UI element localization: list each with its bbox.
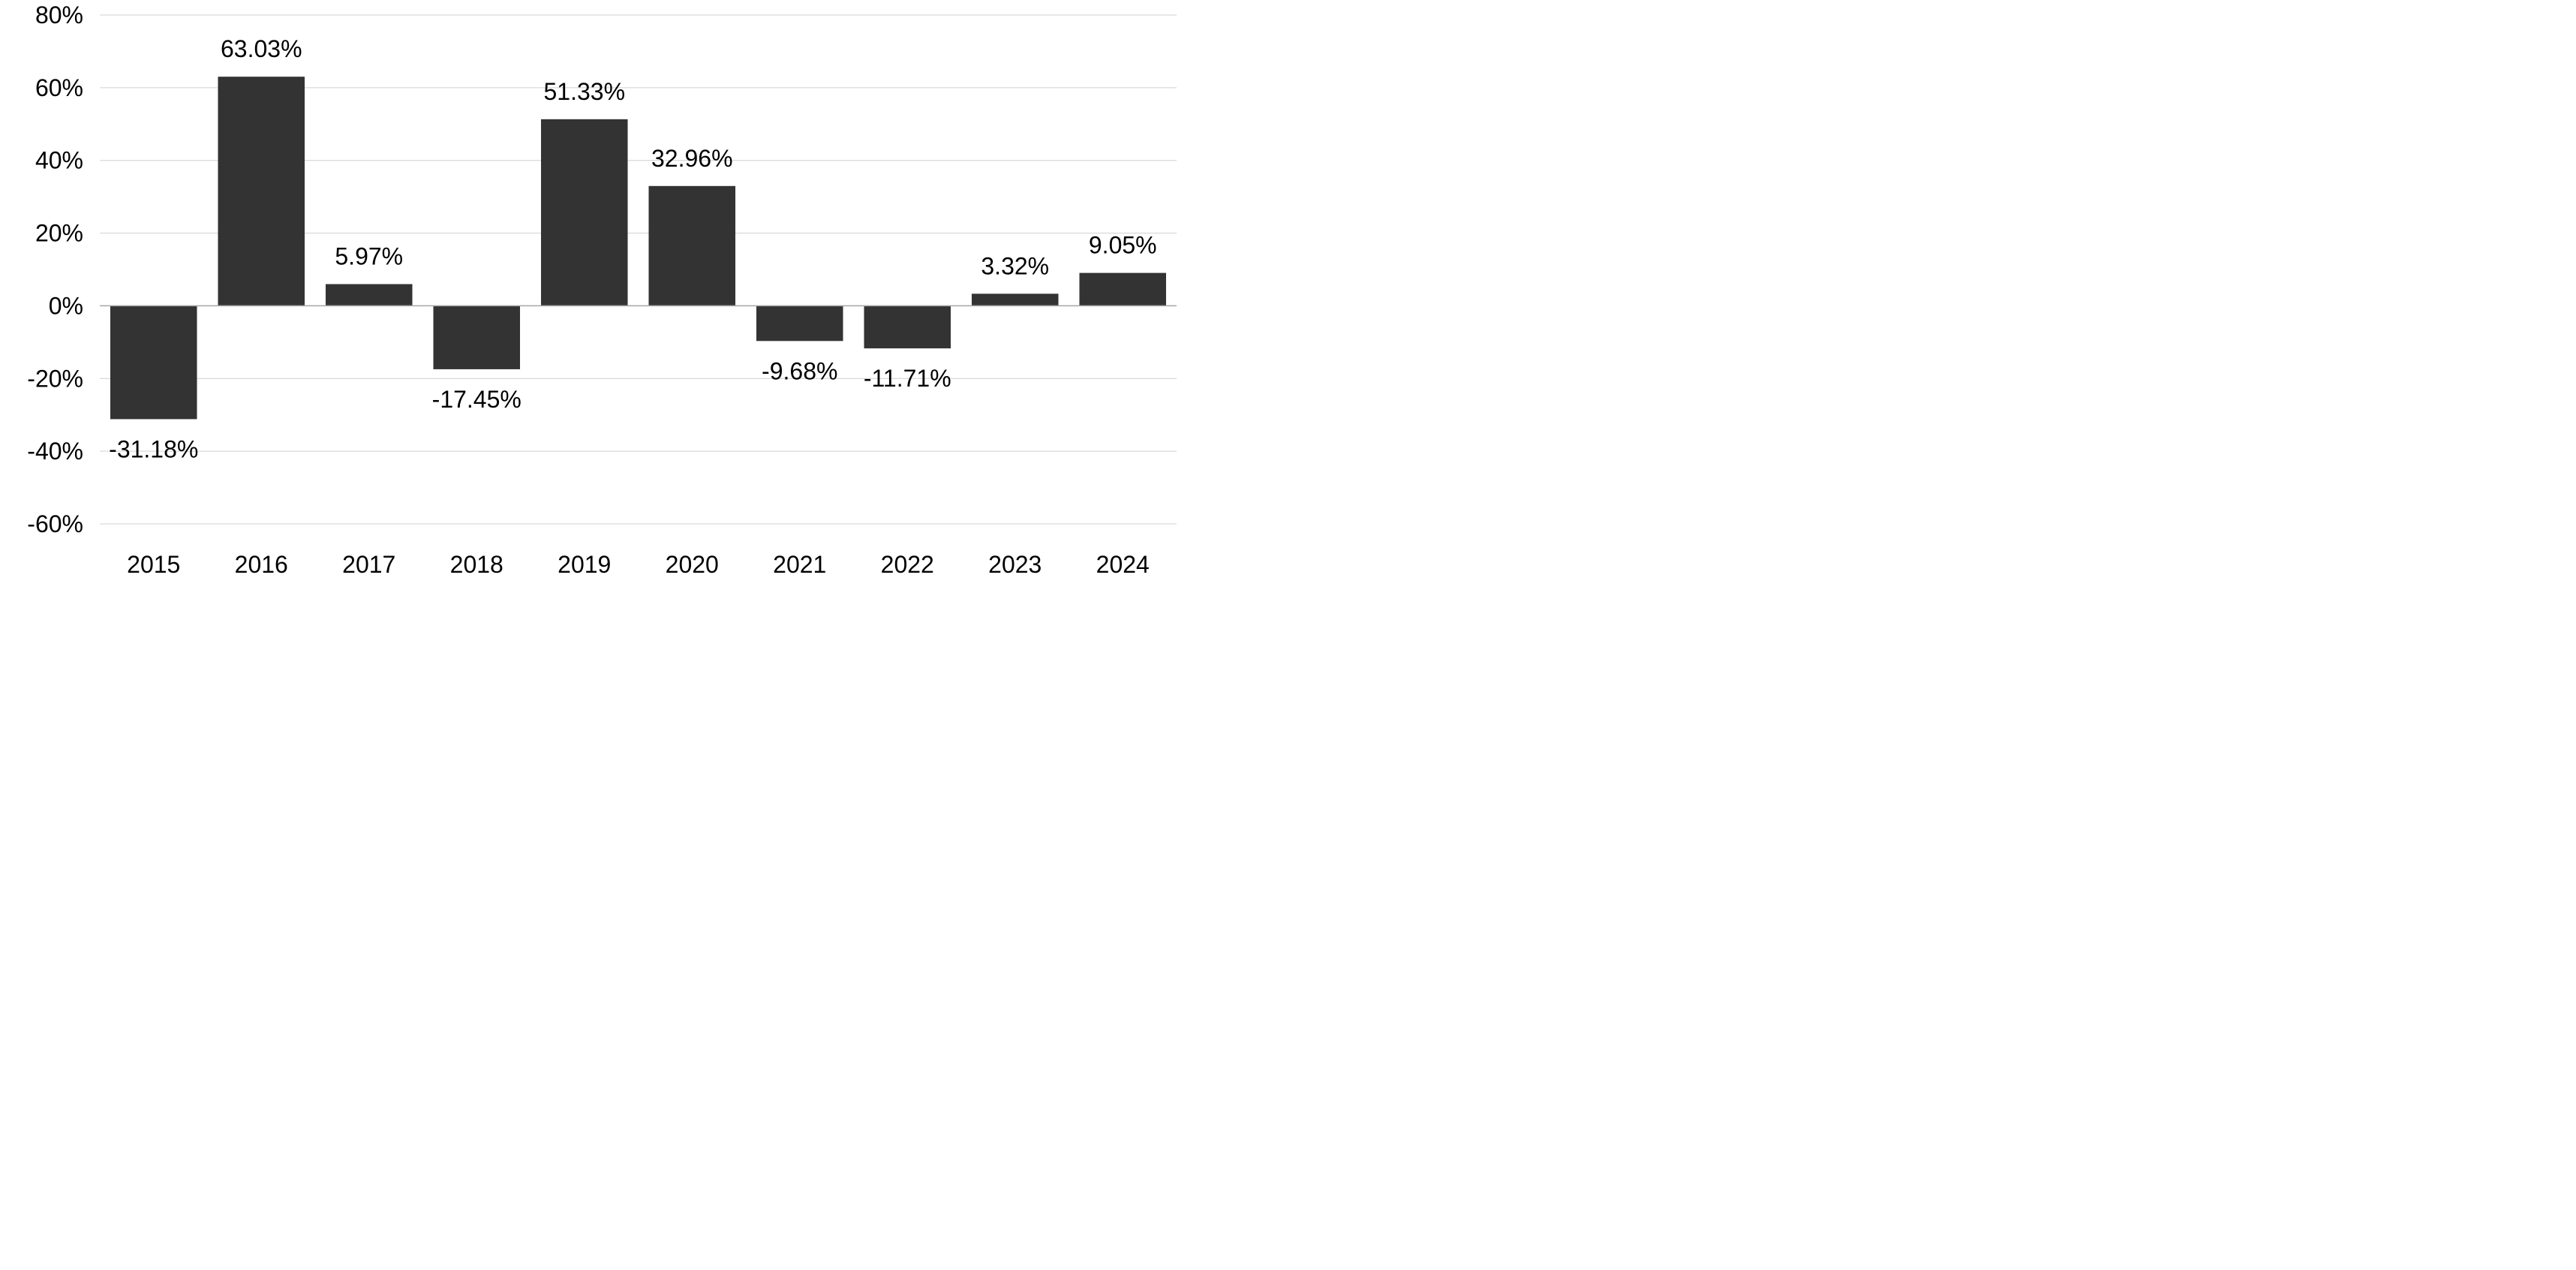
- bar: [325, 284, 413, 306]
- bar: [540, 119, 628, 306]
- x-tick-label: 2015: [127, 551, 180, 578]
- data-label: 63.03%: [221, 35, 302, 62]
- bar: [648, 185, 736, 306]
- y-tick-label: 80%: [35, 2, 83, 29]
- y-tick-label: -40%: [27, 438, 83, 465]
- x-tick-label: 2023: [988, 551, 1042, 578]
- bar: [218, 77, 305, 306]
- data-label: -9.68%: [762, 357, 837, 384]
- bars: [110, 77, 1167, 420]
- x-tick-label: 2018: [450, 551, 503, 578]
- bar: [756, 305, 843, 342]
- y-tick-label: 20%: [35, 220, 83, 247]
- x-tick-label: 2024: [1096, 551, 1150, 578]
- y-tick-label: 40%: [35, 147, 83, 174]
- data-label: -11.71%: [864, 365, 951, 392]
- bar: [1079, 272, 1167, 306]
- data-label: -17.45%: [432, 386, 522, 413]
- y-axis-tick-labels: 80% 60% 40% 20% 0% -20% -40% -60%: [27, 2, 83, 537]
- chart-container: 80% 60% 40% 20% 0% -20% -40% -60% 2015 2016 2017 2…: [0, 0, 1177, 581]
- y-tick-label: -60%: [27, 510, 83, 537]
- bar: [433, 305, 521, 369]
- x-tick-label: 2016: [235, 551, 288, 578]
- bar: [864, 305, 951, 349]
- data-label: -31.18%: [109, 435, 198, 462]
- x-tick-label: 2022: [881, 551, 934, 578]
- x-tick-label: 2017: [342, 551, 395, 578]
- data-labels: -31.18% 63.03% 5.97% -17.45% 51.33% 32.96% -9.…: [109, 35, 1156, 462]
- bar: [110, 305, 197, 420]
- data-label: 9.05%: [1089, 232, 1157, 259]
- y-tick-label: 60%: [35, 74, 83, 101]
- y-tick-label: -20%: [27, 365, 83, 392]
- y-tick-label: 0%: [49, 292, 83, 319]
- x-axis-tick-labels: 2015 2016 2017 2018 2019 2020 2021 2022 2023 2024: [127, 551, 1150, 578]
- bar-chart: 80%60%40%20%0%-20%-40%-60% 2015 2016 2017 2…: [27, 2, 1177, 578]
- bar: [971, 293, 1059, 306]
- x-tick-label: 2019: [558, 551, 611, 578]
- data-label: 5.97%: [335, 243, 403, 270]
- data-label: 32.96%: [651, 145, 733, 172]
- data-label: 3.32%: [981, 252, 1049, 279]
- data-label: 51.33%: [543, 78, 625, 105]
- x-tick-label: 2020: [666, 551, 719, 578]
- x-tick-label: 2021: [773, 551, 826, 578]
